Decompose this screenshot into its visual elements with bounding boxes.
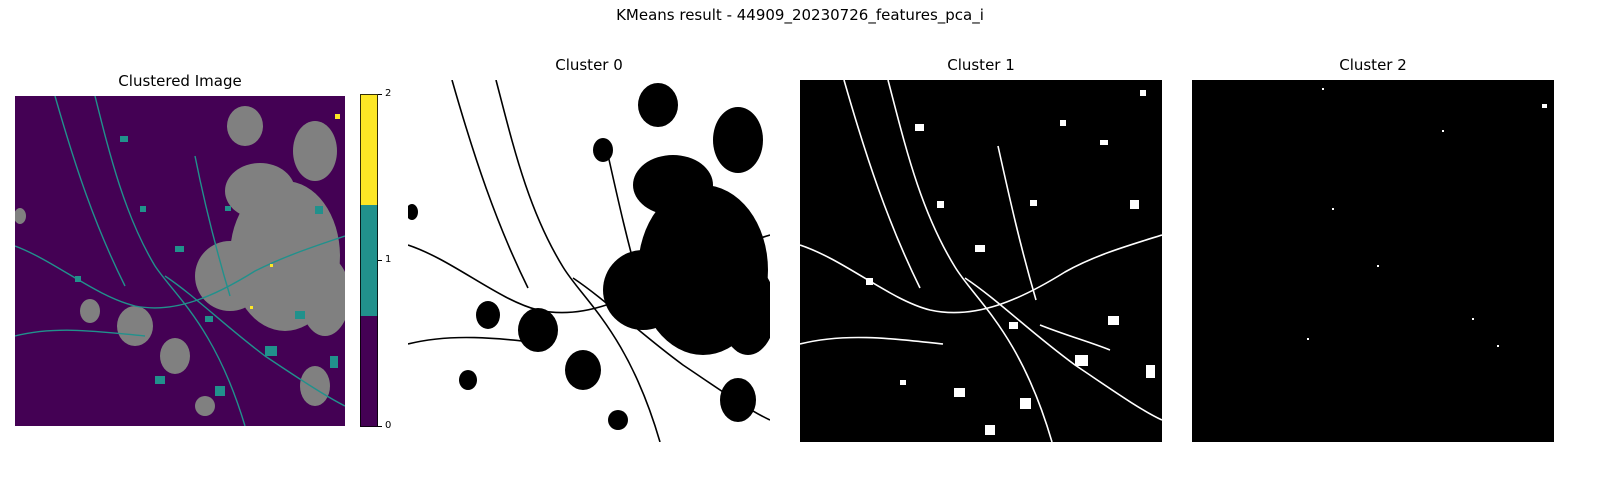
colorbar-segment-2 xyxy=(360,94,378,205)
cluster-2-mask xyxy=(1192,80,1554,442)
colorbar-tick-mark-0 xyxy=(378,426,382,427)
colorbar xyxy=(360,94,378,427)
colorbar-segment-0 xyxy=(360,316,378,427)
panel-title-clustered-image: Clustered Image xyxy=(118,72,242,90)
clustered-image xyxy=(15,96,345,426)
cluster-1-mask xyxy=(800,80,1162,442)
figure-title: KMeans result - 44909_20230726_features_… xyxy=(616,6,984,24)
colorbar-tick-1: 1 xyxy=(385,254,392,265)
panel-title-cluster-0: Cluster 0 xyxy=(555,56,623,74)
cluster-0-mask xyxy=(408,80,770,442)
panel-title-cluster-1: Cluster 1 xyxy=(947,56,1015,74)
colorbar-tick-mark-2 xyxy=(378,94,382,95)
colorbar-tick-2: 2 xyxy=(385,88,392,99)
panel-title-cluster-2: Cluster 2 xyxy=(1339,56,1407,74)
colorbar-tick-mark-1 xyxy=(378,260,382,261)
colorbar-segment-1 xyxy=(360,205,378,316)
colorbar-tick-0: 0 xyxy=(385,420,392,431)
